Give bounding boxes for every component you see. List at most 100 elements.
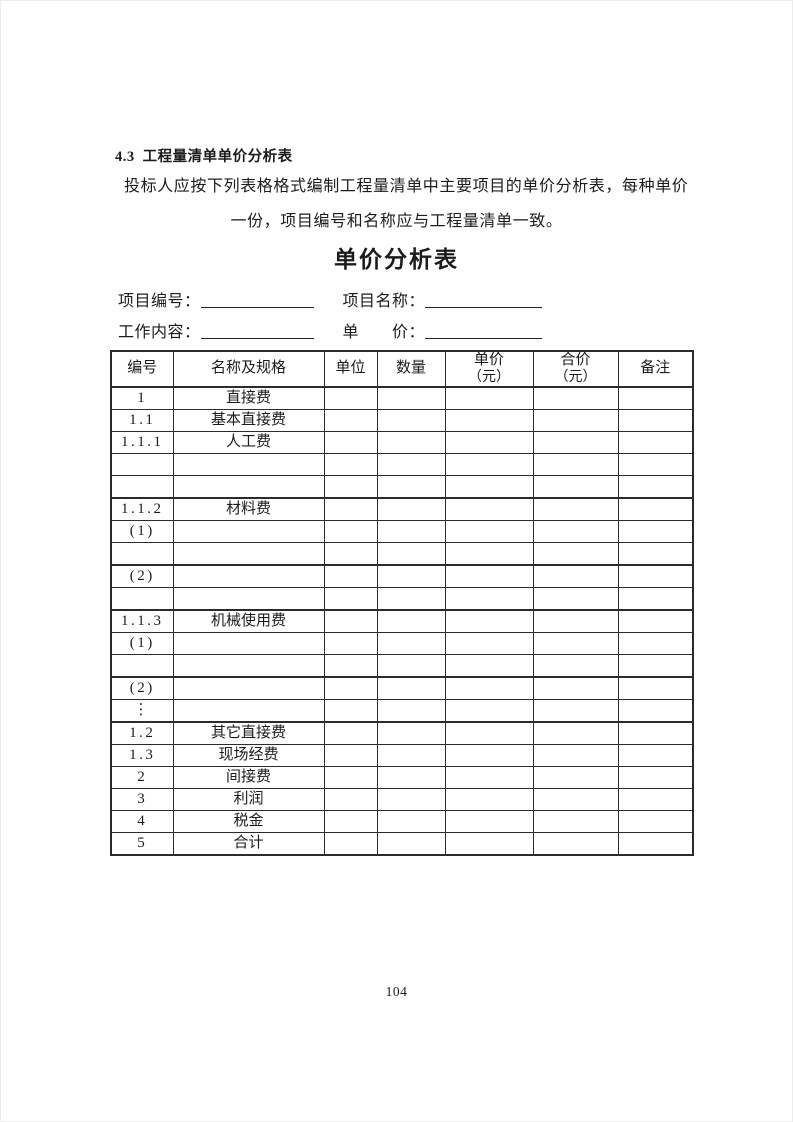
unit-price-label: 单 价：	[342, 324, 426, 341]
row-name-cell	[172, 654, 325, 678]
section-heading-text: 工程量清单单价分析表	[142, 149, 293, 165]
unit-price-cell	[444, 632, 534, 655]
form-row-2: 工作内容： 单 价：	[118, 318, 678, 349]
unit-cell	[323, 409, 378, 432]
col-header-total-price: 合价 （元）	[532, 350, 619, 388]
row-code-cell	[110, 654, 174, 678]
row-code-cell: ⋮	[110, 699, 174, 723]
remark-cell	[617, 766, 694, 789]
row-name-cell	[172, 564, 325, 588]
unit-cell	[323, 475, 378, 499]
table-row: 1.1.3 机械使用费	[110, 609, 694, 633]
unit-price-analysis-table: 编号 名称及规格 单位 数量 单价 （元） 合价 （元） 备注 1 直接费 1.1 基本直…	[110, 350, 694, 856]
unit-price-cell	[444, 453, 534, 476]
unit-cell	[323, 564, 378, 588]
remark-cell	[617, 744, 694, 767]
total-price-cell	[532, 676, 619, 700]
row-name-cell: 其它直接费	[172, 721, 325, 745]
remark-cell	[617, 676, 694, 700]
col-header-unit-price-sub: （元）	[468, 369, 510, 385]
work-content-blank	[200, 321, 314, 339]
quantity-cell	[376, 788, 446, 811]
quantity-cell	[376, 609, 446, 633]
form-fields-block: 项目编号： 项目名称： 工作内容： 单 价：	[118, 287, 678, 349]
unit-price-cell	[444, 564, 534, 588]
col-header-remark-label: 备注	[640, 360, 671, 377]
quantity-cell	[376, 766, 446, 789]
row-code-cell: (2)	[110, 676, 174, 700]
table-row: 5 合计	[110, 832, 694, 856]
remark-cell	[617, 431, 694, 454]
total-price-cell	[532, 520, 619, 543]
row-name-cell	[172, 587, 325, 611]
remark-cell	[617, 721, 694, 745]
col-header-unit: 单位	[323, 350, 378, 388]
row-name-cell: 间接费	[172, 766, 325, 789]
total-price-cell	[532, 654, 619, 678]
remark-cell	[617, 520, 694, 543]
table-row: 1.3 现场经费	[110, 744, 694, 767]
unit-cell	[323, 497, 378, 521]
row-code-cell	[110, 542, 174, 566]
row-code-cell: 1.2	[110, 721, 174, 745]
quantity-cell	[376, 632, 446, 655]
row-name-cell	[172, 699, 325, 723]
table-row	[110, 542, 694, 566]
col-header-unit-price-label: 单价	[473, 352, 504, 369]
row-code-cell: 3	[110, 788, 174, 811]
row-name-cell: 合计	[172, 832, 325, 856]
intro-paragraph-line2: 一份，项目编号和名称应与工程量清单一致。	[230, 213, 563, 230]
remark-cell	[617, 409, 694, 432]
unit-cell	[323, 810, 378, 833]
unit-price-cell	[444, 587, 534, 611]
total-price-cell	[532, 409, 619, 432]
intro-paragraph-line1: 投标人应按下列表格格式编制工程量清单中主要项目的单价分析表，每种单价	[124, 178, 689, 195]
remark-cell	[617, 475, 694, 499]
remark-cell	[617, 564, 694, 588]
col-header-remark: 备注	[617, 350, 694, 388]
unit-price-cell	[444, 676, 534, 700]
quantity-cell	[376, 453, 446, 476]
col-header-unit-label: 单位	[335, 360, 366, 377]
unit-cell	[323, 788, 378, 811]
page-number: 104	[385, 984, 408, 999]
unit-cell	[323, 542, 378, 566]
row-code-cell: (1)	[110, 632, 174, 655]
remark-cell	[617, 587, 694, 611]
quantity-cell	[376, 654, 446, 678]
quantity-cell	[376, 431, 446, 454]
row-code-cell: 1.1	[110, 409, 174, 432]
section-heading: 4.3 工程量清单单价分析表	[115, 145, 293, 166]
table-row: 3 利润	[110, 788, 694, 811]
total-price-cell	[532, 497, 619, 521]
table-row: 1.1.1 人工费	[110, 431, 694, 454]
row-name-cell	[172, 632, 325, 655]
unit-cell	[323, 632, 378, 655]
unit-price-cell	[444, 520, 534, 543]
unit-price-cell	[444, 654, 534, 678]
table-row	[110, 475, 694, 499]
quantity-cell	[376, 564, 446, 588]
row-name-cell: 材料费	[172, 497, 325, 521]
row-code-cell	[110, 587, 174, 611]
unit-price-cell	[444, 766, 534, 789]
unit-price-cell	[444, 788, 534, 811]
row-code-cell: 1.1.3	[110, 609, 174, 633]
unit-price-cell	[444, 609, 534, 633]
row-name-cell: 人工费	[172, 431, 325, 454]
section-number: 4.3	[115, 149, 135, 165]
total-price-cell	[532, 744, 619, 767]
col-header-code: 编号	[110, 350, 174, 388]
unit-price-cell	[444, 542, 534, 566]
col-header-code-label: 编号	[127, 360, 158, 377]
total-price-cell	[532, 609, 619, 633]
row-code-cell	[110, 453, 174, 476]
table-row: 1.2 其它直接费	[110, 721, 694, 745]
unit-cell	[323, 654, 378, 678]
project-name-label: 项目名称：	[342, 293, 426, 310]
quantity-cell	[376, 386, 446, 410]
total-price-cell	[532, 386, 619, 410]
col-header-unit-price: 单价 （元）	[444, 350, 534, 388]
table-row: 4 税金	[110, 810, 694, 833]
